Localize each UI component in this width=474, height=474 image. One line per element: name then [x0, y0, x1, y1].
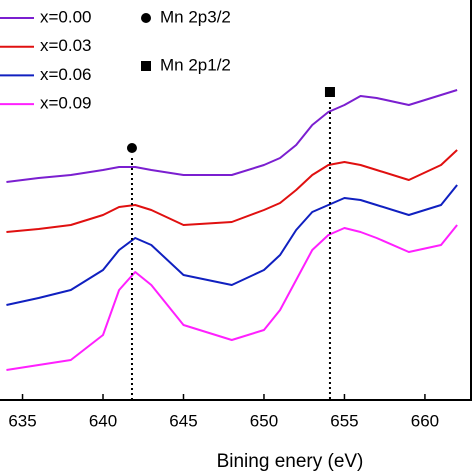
legend-label: x=0.00 — [40, 7, 92, 26]
legend-marker — [141, 13, 151, 23]
legend-label: x=0.09 — [40, 94, 92, 113]
legend-marker — [141, 61, 151, 71]
x-tick-label: 660 — [411, 411, 439, 430]
legend-label: Mn 2p1/2 — [160, 55, 231, 74]
x-axis-label: Bining enery (eV) — [217, 451, 364, 472]
legend-label: x=0.06 — [40, 65, 92, 84]
series-line — [6, 89, 458, 183]
x-tick-label: 650 — [250, 411, 278, 430]
peak-marker — [324, 87, 335, 97]
legend-label: Mn 2p3/2 — [160, 7, 231, 26]
series-line — [6, 224, 458, 371]
x-tick-label: 645 — [169, 411, 197, 430]
series-line — [6, 149, 458, 233]
x-tick-label: 655 — [330, 411, 358, 430]
series-line — [6, 184, 458, 306]
peak-marker — [126, 143, 137, 153]
x-tick-label: 640 — [89, 411, 117, 430]
legend-label: x=0.03 — [40, 36, 92, 55]
x-tick-label: 635 — [8, 411, 36, 430]
